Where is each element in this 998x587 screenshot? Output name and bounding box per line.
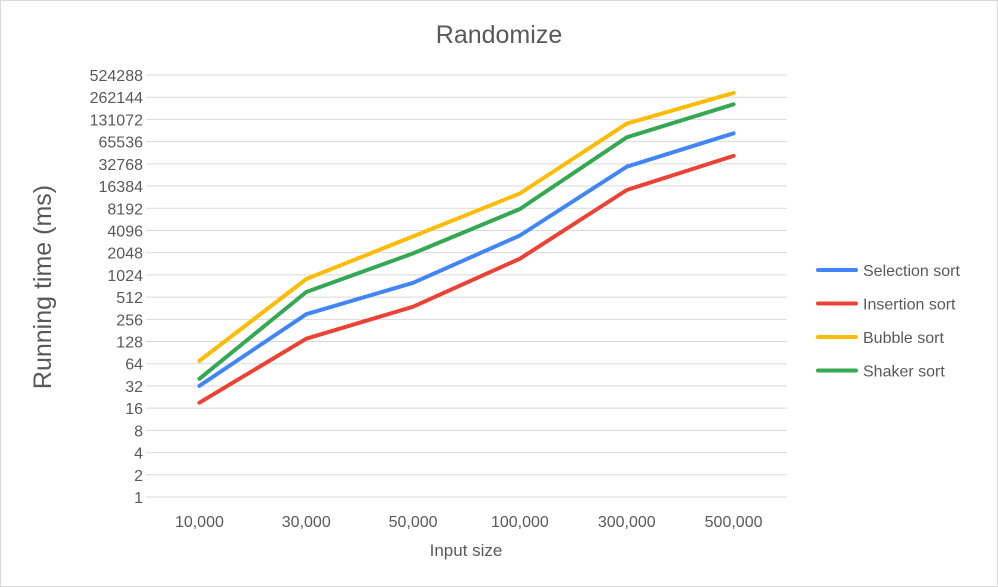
y-tick-label: 32: [125, 379, 143, 396]
y-tick-label: 2048: [107, 246, 143, 263]
x-tick-label: 50,000: [389, 514, 438, 531]
x-tick-label: 300,000: [598, 514, 656, 531]
y-tick-label: 16: [125, 401, 143, 418]
x-axis-title: Input size: [430, 541, 503, 560]
x-tick-label: 100,000: [491, 514, 549, 531]
x-tick-label: 500,000: [705, 514, 763, 531]
y-tick-label: 8: [134, 423, 143, 440]
y-axis-ticks: 1 2 4 8 16 32 64 128 256 512 1024 2048 4096 8192 16384…: [90, 68, 143, 507]
y-tick-label: 2: [134, 468, 143, 485]
y-axis-title: Running time (ms): [29, 185, 57, 389]
gridlines: [146, 74, 787, 498]
y-tick-label: 262144: [90, 90, 143, 107]
y-tick-label: 256: [116, 312, 143, 329]
x-tick-label: 30,000: [282, 514, 331, 531]
y-tick-label: 4096: [107, 223, 143, 240]
y-tick-label: 131072: [90, 112, 143, 129]
y-tick-label: 8192: [107, 201, 143, 218]
y-tick-label: 128: [116, 335, 143, 352]
y-tick-label: 64: [125, 357, 143, 374]
series-line-insertion-sort: [197, 153, 736, 405]
legend-label: Bubble sort: [863, 330, 944, 347]
x-axis-ticks: 10,000 30,000 50,000 100,000 300,000 500,000: [175, 514, 763, 531]
y-tick-label: 16384: [99, 179, 144, 196]
chart-title: Randomize: [436, 21, 562, 49]
y-tick-label: 4: [134, 446, 143, 463]
y-tick-label: 1024: [107, 268, 143, 285]
legend-item: Bubble sort: [816, 330, 944, 347]
y-tick-label: 65536: [99, 135, 144, 152]
x-tick-label: 10,000: [175, 514, 224, 531]
legend-label: Selection sort: [863, 263, 960, 280]
series-line-shaker-sort: [197, 102, 736, 381]
y-tick-label: 1: [134, 490, 143, 507]
legend: Selection sort Insertion sort Bubble sort S…: [816, 263, 960, 381]
series-line-bubble-sort: [197, 90, 736, 363]
y-tick-label: 524288: [90, 68, 143, 85]
legend-item: Selection sort: [816, 263, 960, 280]
legend-item: Shaker sort: [816, 364, 945, 381]
y-tick-label: 32768: [99, 157, 144, 174]
y-tick-label: 512: [116, 290, 143, 307]
legend-label: Insertion sort: [863, 297, 956, 314]
series-line-selection-sort: [197, 131, 736, 388]
series-lines: [197, 90, 736, 405]
legend-label: Shaker sort: [863, 364, 945, 381]
legend-item: Insertion sort: [816, 297, 956, 314]
